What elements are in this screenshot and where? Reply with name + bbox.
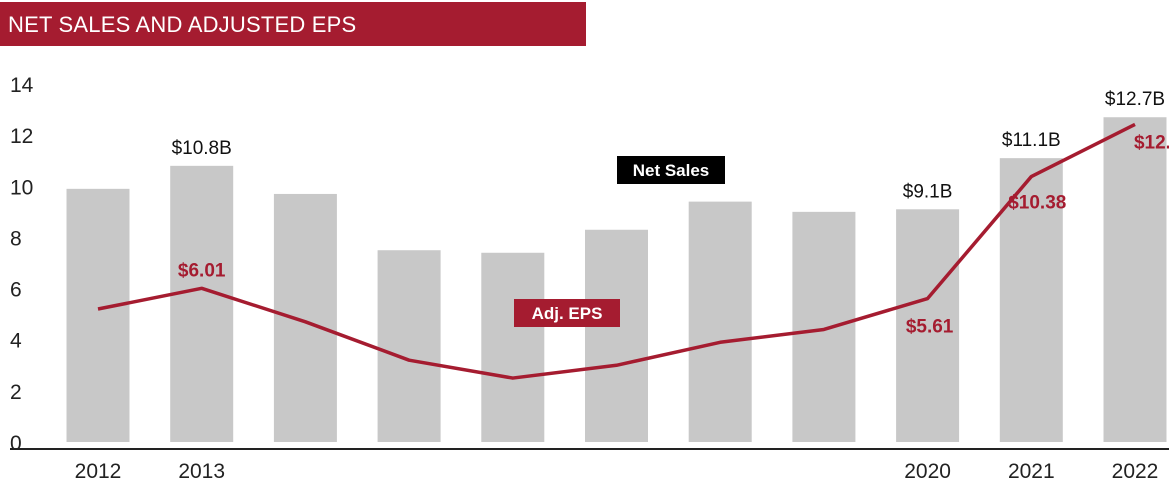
x-tick-label: 2012 bbox=[75, 460, 122, 483]
y-axis: 0 2 4 6 8 10 12 14 bbox=[10, 74, 34, 455]
legend: Net Sales Adj. EPS bbox=[514, 156, 725, 327]
legend-adj-eps-label: Adj. EPS bbox=[532, 304, 603, 323]
adj-eps-value-label: $12.42 bbox=[1134, 132, 1169, 153]
legend-net-sales-label: Net Sales bbox=[633, 161, 710, 180]
net-sales-value-label: $10.8B bbox=[172, 138, 232, 159]
x-axis: 2012 2013 2020 2021 2022 bbox=[10, 448, 1169, 483]
y-tick-label: 0 bbox=[10, 432, 22, 455]
net-sales-bar bbox=[377, 250, 441, 442]
net-sales-bar bbox=[688, 201, 752, 442]
x-tick-label: 2022 bbox=[1112, 460, 1159, 483]
adj-eps-value-label: $6.01 bbox=[178, 260, 226, 281]
net-sales-bar bbox=[66, 188, 130, 442]
eps-line-group bbox=[97, 122, 1136, 380]
net-sales-value-label: $12.7B bbox=[1105, 89, 1165, 110]
adj-eps-value-label: $10.38 bbox=[1008, 193, 1066, 214]
net-sales-value-label: $9.1B bbox=[903, 181, 953, 202]
net-sales-bar bbox=[585, 229, 648, 442]
net-sales-bar bbox=[170, 165, 234, 443]
x-tick-label: 2020 bbox=[904, 460, 951, 483]
net-sales-labels: $10.8B $9.1B $11.1B $12.7B bbox=[172, 89, 1166, 202]
net-sales-bar bbox=[273, 193, 337, 442]
y-tick-label: 6 bbox=[10, 279, 22, 302]
net-sales-bar bbox=[1103, 117, 1167, 442]
y-tick-label: 8 bbox=[10, 227, 22, 250]
y-tick-label: 14 bbox=[10, 74, 34, 97]
net-sales-bars bbox=[66, 117, 1167, 443]
adj-eps-value-label: $5.61 bbox=[906, 317, 954, 338]
net-sales-bar bbox=[481, 252, 545, 442]
y-tick-label: 2 bbox=[10, 381, 22, 404]
chart-title: NET SALES AND ADJUSTED EPS bbox=[8, 12, 357, 37]
chart-title-bar: NET SALES AND ADJUSTED EPS bbox=[0, 2, 586, 46]
y-tick-label: 12 bbox=[10, 125, 33, 148]
net-sales-bar bbox=[896, 209, 960, 442]
net-sales-value-label: $11.1B bbox=[1002, 130, 1061, 151]
x-tick-label: 2013 bbox=[178, 460, 225, 483]
legend-net-sales-swatch bbox=[617, 156, 725, 184]
legend-adj-eps-swatch bbox=[514, 299, 620, 327]
eps-labels: $6.01 $5.61 $10.38 $12.42 bbox=[178, 132, 1169, 337]
y-tick-label: 10 bbox=[10, 176, 33, 199]
net-sales-bar bbox=[999, 158, 1063, 442]
x-tick-label: 2021 bbox=[1008, 460, 1055, 483]
y-tick-label: 4 bbox=[10, 330, 22, 353]
net-sales-bar bbox=[792, 211, 856, 442]
